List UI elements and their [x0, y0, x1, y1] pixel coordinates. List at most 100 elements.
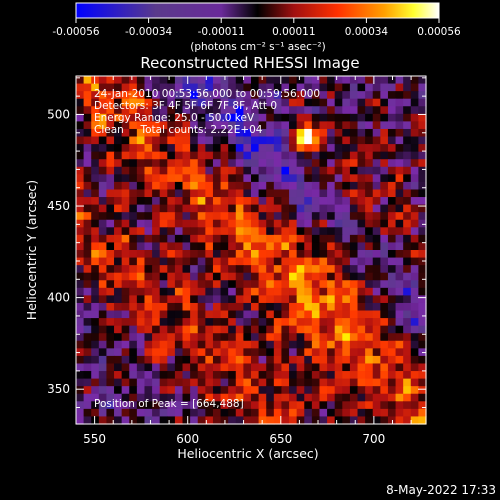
footer-date: 8-May-2022 17:33 — [386, 483, 496, 497]
heatmap-cell — [334, 136, 343, 145]
heatmap-cell — [372, 106, 381, 115]
heatmap-cell — [365, 121, 374, 130]
heatmap-cell — [190, 287, 199, 296]
heatmap-cell — [83, 348, 92, 357]
heatmap-cell — [410, 151, 419, 160]
heatmap-cell — [76, 113, 85, 122]
colorbar-tick-label: -0.00056 — [52, 26, 100, 38]
heatmap-cell — [327, 265, 336, 274]
heatmap-cell — [159, 189, 168, 198]
heatmap-cell — [159, 340, 168, 349]
heatmap-cell — [258, 272, 267, 281]
heatmap-cell — [296, 98, 305, 107]
heatmap-cell — [174, 302, 184, 312]
heatmap-cell — [327, 227, 336, 236]
heatmap-cell — [289, 234, 298, 244]
heatmap-cell — [76, 378, 85, 387]
heatmap-cell — [266, 166, 275, 175]
heatmap-cell — [357, 318, 366, 327]
heatmap-cell — [372, 318, 381, 327]
heatmap-cell — [387, 363, 397, 372]
heatmap-cell — [349, 91, 359, 100]
heatmap-cell — [311, 272, 321, 281]
heatmap-cell — [357, 416, 366, 425]
heatmap-cell — [395, 197, 404, 206]
heatmap-cell — [76, 333, 85, 342]
heatmap-cell — [273, 174, 283, 183]
heatmap-cell — [349, 197, 359, 206]
heatmap-cell — [395, 348, 404, 357]
heatmap-cell — [365, 91, 374, 100]
heatmap-cell — [342, 128, 351, 138]
heatmap-cell — [98, 91, 108, 100]
heatmap-cell — [266, 325, 275, 334]
heatmap-cell — [403, 197, 412, 206]
heatmap-cell — [83, 265, 92, 274]
heatmap-cell — [235, 302, 244, 312]
heatmap-cell — [311, 416, 321, 425]
heatmap-cell — [167, 348, 176, 357]
heatmap-cell — [418, 159, 427, 168]
heatmap-cell — [334, 295, 343, 304]
heatmap-cell — [311, 91, 321, 100]
heatmap-cell — [327, 250, 336, 259]
heatmap-cell — [91, 83, 100, 92]
heatmap-cell — [83, 144, 92, 153]
heatmap-cell — [311, 227, 321, 236]
heatmap-cell — [357, 302, 366, 312]
heatmap-cell — [258, 151, 267, 160]
heatmap-cell — [327, 181, 336, 191]
heatmap-cell — [106, 280, 115, 289]
heatmap-cell — [395, 76, 404, 85]
heatmap-cell — [205, 408, 214, 418]
heatmap-cell — [342, 204, 351, 213]
heatmap-cell — [129, 287, 138, 296]
heatmap-cell — [365, 189, 374, 198]
heatmap-cell — [311, 393, 321, 402]
heatmap-cell — [296, 333, 305, 342]
heatmap-cell — [380, 174, 389, 183]
heatmap-cell — [289, 340, 298, 349]
heatmap-cell — [372, 197, 381, 206]
heatmap-cell — [205, 401, 214, 410]
heatmap-cell — [311, 295, 321, 304]
heatmap-cell — [121, 295, 130, 304]
heatmap-cell — [281, 159, 290, 168]
heatmap-cell — [273, 98, 283, 107]
heatmap-cell — [220, 151, 229, 160]
heatmap-cell — [258, 371, 267, 380]
heatmap-cell — [387, 348, 397, 357]
heatmap-cell — [228, 121, 237, 130]
heatmap-cell — [380, 234, 389, 244]
heatmap-cell — [76, 121, 85, 130]
heatmap-cell — [380, 265, 389, 274]
heatmap-cell — [220, 204, 229, 213]
heatmap-cell — [258, 257, 267, 266]
heatmap-cell — [136, 386, 146, 395]
heatmap-cell — [349, 174, 359, 183]
heatmap-cell — [91, 318, 100, 327]
heatmap-cell — [342, 197, 351, 206]
heatmap-cell — [136, 106, 146, 115]
y-tick-label: 500 — [47, 107, 70, 121]
heatmap-cell — [365, 265, 374, 274]
heatmap-cell — [357, 159, 366, 168]
heatmap-cell — [372, 371, 381, 380]
heatmap-cell — [251, 174, 260, 183]
heatmap-cell — [167, 128, 176, 138]
heatmap-cell — [136, 234, 146, 244]
heatmap-cell — [266, 416, 275, 425]
heatmap-cell — [395, 174, 404, 183]
heatmap-cell — [144, 144, 153, 153]
heatmap-cell — [410, 386, 419, 395]
heatmap-cell — [334, 121, 343, 130]
heatmap-cell — [197, 197, 206, 206]
heatmap-cell — [228, 189, 237, 198]
heatmap-cell — [197, 189, 206, 198]
heatmap-cell — [319, 310, 328, 319]
heatmap-cell — [174, 378, 184, 387]
heatmap-cell — [418, 121, 427, 130]
heatmap-cell — [281, 181, 290, 191]
heatmap-cell — [190, 393, 199, 402]
heatmap-cell — [152, 219, 161, 228]
